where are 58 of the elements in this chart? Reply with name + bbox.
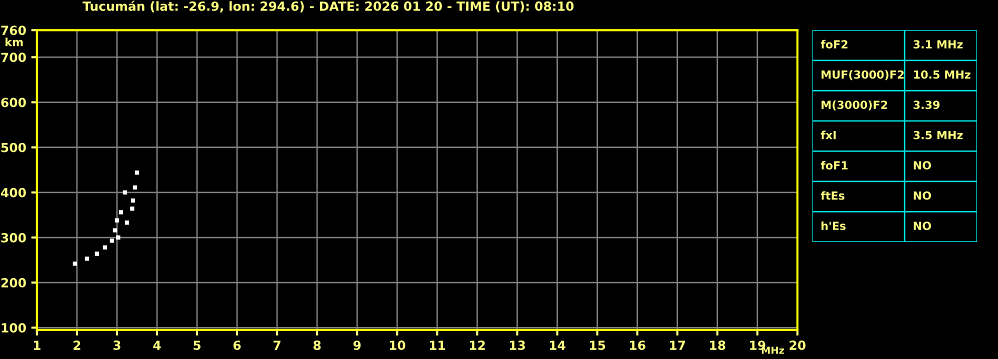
x-tick-label: 20 (790, 340, 806, 350)
y-tick-label: 300 (1, 232, 26, 242)
point (130, 198, 136, 203)
x-tick-label: 18 (710, 340, 726, 350)
x-tick-label: 8 (314, 340, 321, 350)
point (130, 206, 134, 211)
x-tick-label: 7 (274, 340, 280, 350)
chart-title: Tucumán (lat: -26.9, lon: 294.6) - DATE: 2026 01 20 - TIME (UT): 08:10 (82, 0, 574, 12)
x-tick-label: 1 (34, 340, 40, 350)
point (112, 228, 118, 232)
y-tick-label: 600 (1, 98, 26, 108)
text: MUF(3000)F2 (822, 70, 904, 80)
text: 3.1 MHz (914, 40, 963, 49)
point (72, 262, 78, 266)
text: foF2 (820, 40, 848, 49)
text: ftEs (820, 191, 844, 200)
x-tick-label: 10 (390, 340, 406, 350)
point (122, 190, 128, 195)
point (110, 238, 114, 243)
x-tick-label: 11 (430, 340, 446, 350)
text: 3.39 (914, 100, 940, 110)
point (116, 235, 120, 240)
text: NO (914, 191, 932, 200)
y-axis-title: km (6, 38, 23, 46)
point (84, 256, 90, 261)
x-tick-label: 3 (113, 340, 120, 350)
point (124, 220, 130, 225)
x-tick-label: 17 (670, 340, 686, 350)
point (134, 170, 140, 175)
x-tick-label: 15 (590, 340, 606, 350)
x-tick-label: 5 (194, 340, 200, 350)
x-tick-label: 6 (233, 340, 241, 350)
point (132, 185, 138, 190)
x-tick-label: 2 (74, 340, 80, 350)
y-tick-label: 400 (0, 188, 26, 198)
point (102, 245, 108, 250)
text: NO (914, 222, 932, 230)
y-tick-label: 700 (1, 52, 26, 62)
text: fxI (820, 130, 836, 140)
x-tick-label: 13 (510, 340, 525, 350)
point (114, 218, 120, 222)
text: 10.5 MHz (914, 70, 970, 79)
text: 3.5 MHz (914, 130, 963, 140)
point (94, 252, 100, 256)
x-tick-label: 14 (550, 340, 566, 350)
text: foF1 (820, 160, 848, 170)
text: h'Es (822, 221, 846, 230)
y-tick-label: 100 (2, 323, 26, 333)
y-tick-label: 500 (1, 142, 26, 152)
y-tick-label: 760 (1, 26, 26, 36)
text: NO (914, 161, 932, 170)
x-tick-label: 4 (153, 340, 161, 350)
x-tick-label: 16 (630, 340, 646, 350)
x-tick-label: 9 (353, 340, 361, 350)
point (118, 210, 124, 214)
y-tick-label: 200 (1, 278, 26, 288)
text: M(3000)F2 (822, 100, 888, 110)
x-tick-label: 12 (470, 340, 485, 350)
